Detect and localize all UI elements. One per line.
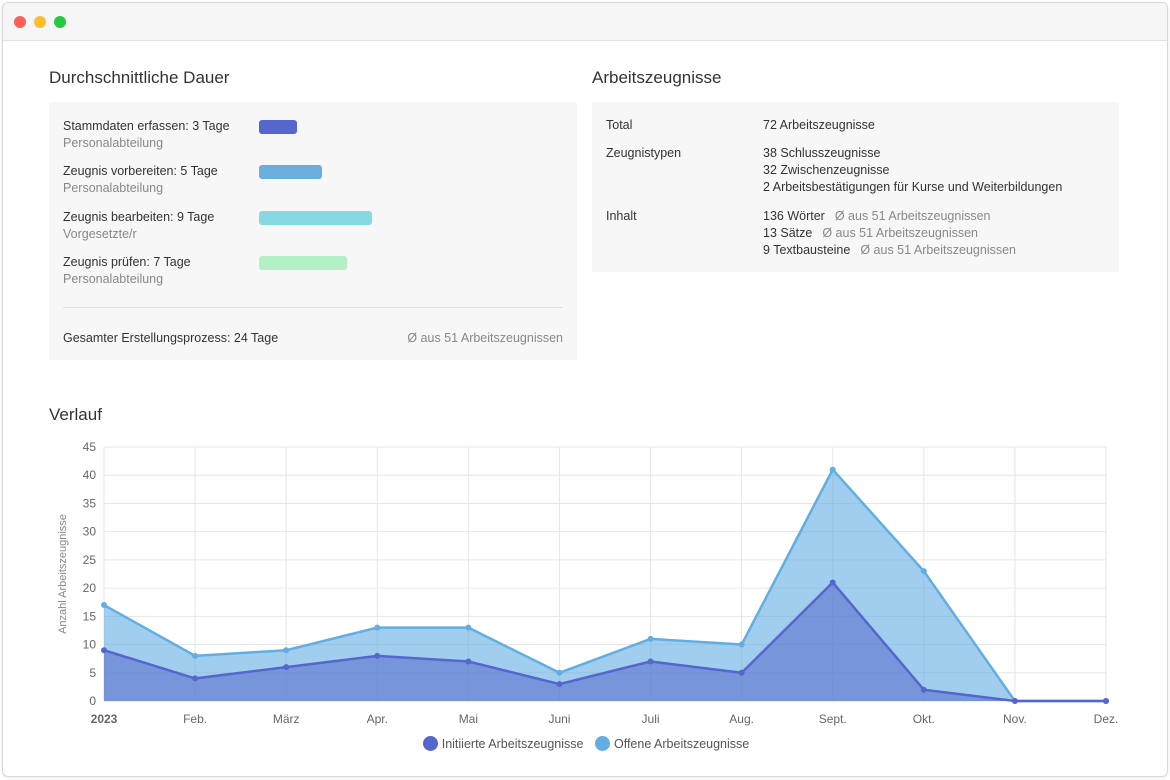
x-tick-label: März bbox=[273, 712, 300, 726]
content-item: 13 Sätze Ø aus 51 Arbeitszeugnissen bbox=[763, 226, 978, 240]
step-label: Zeugnis prüfen: 7 Tage bbox=[63, 255, 191, 269]
x-tick-label: Okt. bbox=[913, 712, 935, 726]
step-item: Zeugnis bearbeiten: 9 Tage Vorgesetzte/r bbox=[63, 210, 543, 246]
x-tick-label: Mai bbox=[459, 712, 478, 726]
total-duration-note: Ø aus 51 Arbeitszeugnissen bbox=[407, 331, 563, 345]
series-line bbox=[103, 467, 1106, 703]
series-line bbox=[103, 580, 1106, 703]
content-note: Ø aus 51 Arbeitszeugnissen bbox=[822, 226, 978, 240]
data-point bbox=[556, 681, 563, 688]
x-tick-label: Feb. bbox=[183, 712, 207, 726]
y-tick-label: 30 bbox=[83, 525, 97, 539]
data-point bbox=[374, 652, 381, 659]
types-label: Zeugnistypen bbox=[606, 146, 682, 160]
data-point bbox=[465, 658, 472, 665]
data-point bbox=[647, 635, 654, 642]
certificates-title: Arbeitszeugnisse bbox=[592, 68, 722, 87]
duration-title: Durchschnittliche Dauer bbox=[49, 68, 230, 87]
total-label: Total bbox=[606, 118, 633, 132]
content-note: Ø aus 51 Arbeitszeugnissen bbox=[860, 243, 1016, 257]
data-point bbox=[829, 579, 836, 586]
history-chart: 0 5 10 15 20 25 30 35 40 45 2023 Feb. März Apr. Mai Jun… bbox=[57, 440, 1119, 726]
content-label: Inhalt bbox=[606, 209, 637, 223]
close-window-button[interactable] bbox=[14, 16, 26, 28]
x-tick-label: Apr. bbox=[367, 712, 388, 726]
x-tick-label: Aug. bbox=[729, 712, 754, 726]
x-tick-label: Dez. bbox=[1094, 712, 1119, 726]
total-duration-label: Gesamter Erstellungsprozess: 24 Tage bbox=[63, 331, 279, 345]
type-item: 38 Schlusszeugnisse bbox=[763, 146, 881, 160]
y-axis-label: Anzahl Arbeitszeugnisse bbox=[57, 514, 69, 634]
step-department: Personalabteilung bbox=[63, 181, 164, 195]
data-point bbox=[192, 652, 199, 659]
step-department: Personalabteilung bbox=[63, 136, 164, 150]
total-value: 72 Arbeitszeugnisse bbox=[763, 118, 875, 132]
step-item: Zeugnis vorbereiten: 5 Tage Personalabte… bbox=[63, 164, 543, 200]
maximize-window-button[interactable] bbox=[54, 16, 66, 28]
content-note: Ø aus 51 Arbeitszeugnissen bbox=[834, 209, 991, 223]
legend-item[interactable]: Offene Arbeitszeugnisse bbox=[594, 736, 749, 751]
minimize-window-button[interactable] bbox=[34, 16, 46, 28]
certificates-panel: Total 72 Arbeitszeugnisse Zeugnistypen 3… bbox=[592, 102, 1119, 272]
data-point bbox=[1011, 698, 1018, 704]
y-tick-label: 10 bbox=[83, 638, 97, 652]
data-point bbox=[647, 658, 654, 665]
data-point bbox=[829, 466, 836, 473]
titlebar bbox=[3, 3, 1167, 41]
y-tick-label: 15 bbox=[83, 609, 97, 623]
y-tick-label: 0 bbox=[89, 694, 96, 708]
type-item: 32 Zwischenzeugnisse bbox=[763, 163, 890, 177]
x-tick-label: Juni bbox=[548, 712, 570, 726]
step-duration-bar bbox=[259, 256, 348, 270]
data-point bbox=[101, 602, 107, 609]
y-tick-label: 45 bbox=[83, 440, 97, 454]
legend-swatch bbox=[422, 736, 438, 751]
data-point bbox=[920, 686, 927, 693]
divider bbox=[63, 307, 563, 308]
data-point bbox=[283, 664, 290, 671]
step-item: Stammdaten erfassen: 3 Tage Personalabte… bbox=[63, 119, 543, 155]
y-tick-label: 20 bbox=[83, 581, 97, 595]
data-point bbox=[738, 669, 745, 676]
x-tick-label: Juli bbox=[642, 712, 660, 726]
y-tick-label: 5 bbox=[89, 666, 96, 680]
step-label: Zeugnis vorbereiten: 5 Tage bbox=[63, 164, 218, 178]
step-duration-bar bbox=[259, 165, 322, 179]
step-department: Vorgesetzte/r bbox=[63, 227, 137, 241]
step-duration-bar bbox=[259, 120, 297, 134]
data-point bbox=[101, 647, 107, 654]
step-label: Stammdaten erfassen: 3 Tage bbox=[63, 119, 230, 133]
history-title: Verlauf bbox=[49, 405, 102, 424]
legend-swatch bbox=[594, 736, 610, 751]
content-item: 136 Wörter Ø aus 51 Arbeitszeugnissen bbox=[763, 209, 991, 223]
data-point bbox=[1103, 698, 1109, 704]
legend-item[interactable]: Initiierte Arbeitszeugnisse bbox=[422, 736, 583, 751]
data-point bbox=[283, 647, 290, 654]
data-point bbox=[192, 675, 199, 682]
data-point bbox=[465, 624, 472, 631]
series-area bbox=[104, 469, 1106, 701]
chart-legend: Initiierte Arbeitszeugnisse Offene Arbei… bbox=[3, 736, 1167, 751]
y-tick-label: 25 bbox=[83, 553, 97, 567]
y-tick-label: 40 bbox=[83, 468, 97, 482]
step-department: Personalabteilung bbox=[63, 272, 164, 286]
duration-panel: Stammdaten erfassen: 3 Tage Personalabte… bbox=[49, 102, 577, 360]
content-item: 9 Textbausteine Ø aus 51 Arbeitszeugnisse… bbox=[763, 243, 1016, 257]
x-tick-label: Sept. bbox=[819, 712, 847, 726]
series-area bbox=[104, 582, 1106, 701]
data-point bbox=[556, 669, 563, 676]
step-label: Zeugnis bearbeiten: 9 Tage bbox=[63, 210, 215, 224]
x-tick-label: 2023 bbox=[91, 712, 118, 726]
step-duration-bar bbox=[259, 211, 373, 225]
x-tick-label: Nov. bbox=[1003, 712, 1027, 726]
y-tick-label: 35 bbox=[83, 496, 97, 510]
type-item: 2 Arbeitsbestätigungen für Kurse und Wei… bbox=[763, 180, 1063, 194]
data-point bbox=[738, 641, 745, 648]
data-point bbox=[374, 624, 381, 631]
data-point bbox=[920, 568, 927, 575]
step-item: Zeugnis prüfen: 7 Tage Personalabteilung bbox=[63, 255, 543, 291]
